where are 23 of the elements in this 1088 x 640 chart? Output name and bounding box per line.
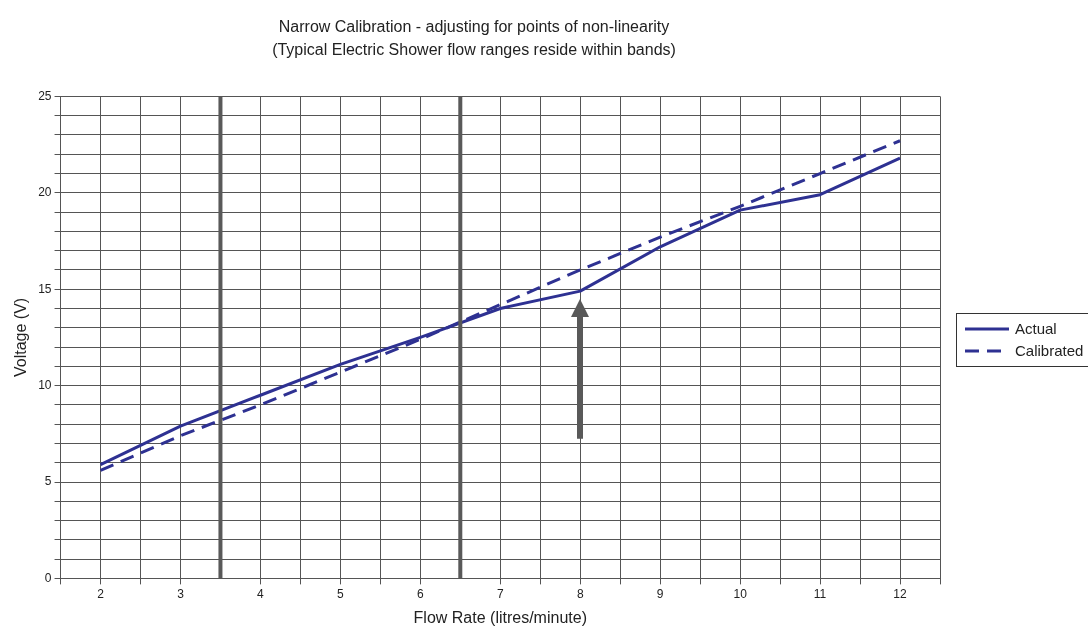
x-tick-label: 6 [416, 586, 424, 601]
legend-label: Calibrated [1015, 341, 1084, 362]
y-axis-title: Voltage (V) [12, 297, 30, 377]
x-axis-title: Flow Rate (litres/minute) [413, 608, 587, 626]
legend-label: Actual [1015, 319, 1057, 340]
x-tick-label: 8 [576, 586, 584, 601]
x-tick-label: 4 [257, 586, 265, 601]
chart-subtitle: (Typical Electric Shower flow ranges reside within bands) [272, 41, 676, 59]
x-tick-label: 12 [893, 586, 908, 601]
x-tick-label: 2 [97, 586, 105, 601]
y-tick-label: 10 [38, 377, 52, 392]
chart-title: Narrow Calibration - adjusting for points of non-linearity [278, 18, 670, 36]
y-tick-label: 15 [38, 281, 52, 296]
y-tick-label: 20 [38, 185, 52, 200]
x-tick-label: 11 [813, 586, 827, 601]
y-tick-label: 25 [38, 88, 52, 103]
y-tick-label: 5 [44, 474, 52, 489]
x-tick-label: 5 [337, 586, 345, 601]
x-tick-label: 10 [733, 586, 748, 601]
y-tick-label: 0 [44, 570, 52, 585]
x-tick-label: 3 [177, 586, 185, 601]
x-tick-label: 7 [496, 586, 504, 601]
x-tick-label: 9 [656, 586, 664, 601]
